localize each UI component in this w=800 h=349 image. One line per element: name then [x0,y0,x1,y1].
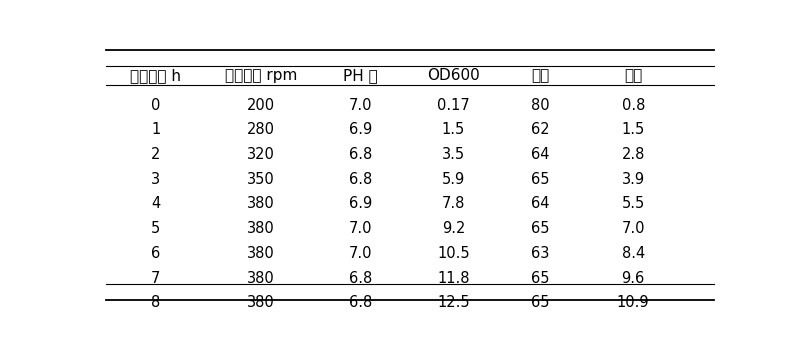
Text: 8: 8 [151,295,161,310]
Text: 320: 320 [247,147,275,162]
Text: 8.4: 8.4 [622,246,645,261]
Text: 6: 6 [151,246,161,261]
Text: 0: 0 [151,97,161,112]
Text: 80: 80 [531,97,550,112]
Text: 380: 380 [247,196,275,211]
Text: 1.5: 1.5 [622,122,645,137]
Text: 0.8: 0.8 [622,97,645,112]
Text: PH 值: PH 值 [343,68,378,83]
Text: 65: 65 [531,172,550,187]
Text: 10.9: 10.9 [617,295,650,310]
Text: 9.6: 9.6 [622,270,645,285]
Text: 380: 380 [247,270,275,285]
Text: 6.8: 6.8 [349,270,372,285]
Text: 380: 380 [247,246,275,261]
Text: 6.9: 6.9 [349,122,372,137]
Text: 5: 5 [151,221,161,236]
Text: 65: 65 [531,295,550,310]
Text: 200: 200 [247,97,275,112]
Text: 7.0: 7.0 [622,221,645,236]
Text: 溶氧: 溶氧 [531,68,550,83]
Text: 搅拌转速 rpm: 搅拌转速 rpm [225,68,298,83]
Text: 1: 1 [151,122,161,137]
Text: 7.8: 7.8 [442,196,465,211]
Text: 10.5: 10.5 [437,246,470,261]
Text: 2.8: 2.8 [622,147,645,162]
Text: 6.8: 6.8 [349,147,372,162]
Text: 65: 65 [531,221,550,236]
Text: 12.5: 12.5 [437,295,470,310]
Text: 62: 62 [531,122,550,137]
Text: 3.9: 3.9 [622,172,645,187]
Text: 5.5: 5.5 [622,196,645,211]
Text: 0.17: 0.17 [437,97,470,112]
Text: 65: 65 [531,270,550,285]
Text: 64: 64 [531,196,550,211]
Text: 9.2: 9.2 [442,221,465,236]
Text: 浓度: 浓度 [624,68,642,83]
Text: 3: 3 [151,172,160,187]
Text: 1.5: 1.5 [442,122,465,137]
Text: 380: 380 [247,221,275,236]
Text: 7.0: 7.0 [349,246,372,261]
Text: 380: 380 [247,295,275,310]
Text: 7.0: 7.0 [349,97,372,112]
Text: 2: 2 [151,147,161,162]
Text: 5.9: 5.9 [442,172,465,187]
Text: 6.8: 6.8 [349,295,372,310]
Text: 280: 280 [247,122,275,137]
Text: 6.8: 6.8 [349,172,372,187]
Text: 7.0: 7.0 [349,221,372,236]
Text: 63: 63 [531,246,550,261]
Text: 4: 4 [151,196,161,211]
Text: 11.8: 11.8 [437,270,470,285]
Text: 6.9: 6.9 [349,196,372,211]
Text: 64: 64 [531,147,550,162]
Text: OD600: OD600 [427,68,480,83]
Text: 350: 350 [247,172,275,187]
Text: 7: 7 [151,270,161,285]
Text: 3.5: 3.5 [442,147,465,162]
Text: 发酵时间 h: 发酵时间 h [130,68,182,83]
